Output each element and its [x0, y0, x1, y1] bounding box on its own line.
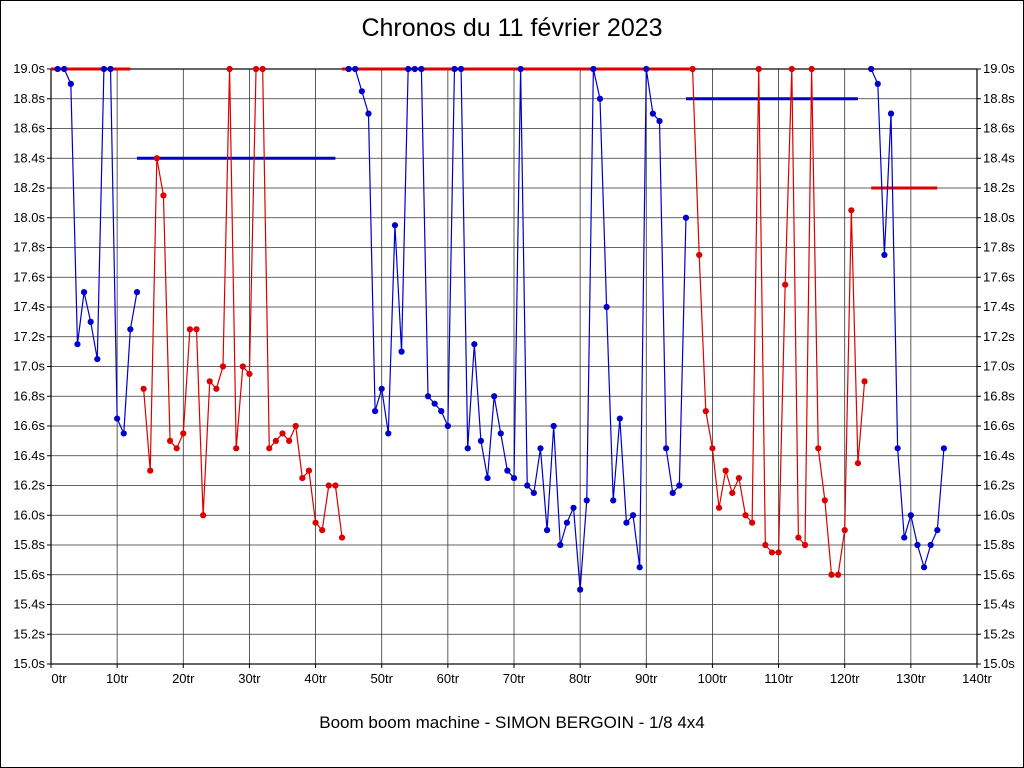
svg-text:16.0s: 16.0s	[983, 507, 1015, 522]
svg-text:100tr: 100tr	[698, 671, 728, 686]
svg-text:40tr: 40tr	[304, 671, 327, 686]
svg-text:20tr: 20tr	[172, 671, 195, 686]
svg-text:18.4s: 18.4s	[983, 150, 1015, 165]
svg-text:50tr: 50tr	[371, 671, 394, 686]
svg-text:18.0s: 18.0s	[13, 210, 45, 225]
svg-text:17.8s: 17.8s	[13, 240, 45, 255]
svg-text:17.4s: 17.4s	[13, 299, 45, 314]
page-title: Chronos du 11 février 2023	[361, 14, 663, 42]
svg-text:18.2s: 18.2s	[13, 180, 45, 195]
svg-text:17.6s: 17.6s	[13, 269, 45, 284]
svg-text:60tr: 60tr	[437, 671, 460, 686]
svg-text:15.4s: 15.4s	[13, 597, 45, 612]
lap-time-chart: 19.0s 19.0s 18.8s 18.8s 18.6s 18.6s 18.4s 18.4s…	[13, 61, 1015, 686]
svg-text:17.0s: 17.0s	[13, 359, 45, 374]
svg-text:16.2s: 16.2s	[983, 478, 1015, 493]
svg-text:15.4s: 15.4s	[983, 597, 1015, 612]
svg-text:15.6s: 15.6s	[13, 567, 45, 582]
svg-text:15.2s: 15.2s	[13, 626, 45, 641]
svg-text:16.4s: 16.4s	[13, 448, 45, 463]
svg-text:19.0s: 19.0s	[13, 61, 45, 76]
svg-text:15.0s: 15.0s	[983, 656, 1015, 671]
svg-text:15.2s: 15.2s	[983, 626, 1015, 641]
svg-text:18.8s: 18.8s	[983, 91, 1015, 106]
svg-text:17.8s: 17.8s	[983, 240, 1015, 255]
svg-text:17.4s: 17.4s	[983, 299, 1015, 314]
svg-text:16.8s: 16.8s	[13, 388, 45, 403]
svg-text:15.6s: 15.6s	[983, 567, 1015, 582]
svg-text:30tr: 30tr	[238, 671, 261, 686]
svg-text:18.2s: 18.2s	[983, 180, 1015, 195]
svg-text:16.0s: 16.0s	[13, 507, 45, 522]
svg-text:17.0s: 17.0s	[983, 359, 1015, 374]
svg-text:18.8s: 18.8s	[13, 91, 45, 106]
svg-text:19.0s: 19.0s	[983, 61, 1015, 76]
svg-text:140tr: 140tr	[962, 671, 992, 686]
svg-text:17.6s: 17.6s	[983, 269, 1015, 284]
svg-text:15.0s: 15.0s	[13, 656, 45, 671]
svg-text:120tr: 120tr	[830, 671, 860, 686]
svg-text:90tr: 90tr	[635, 671, 658, 686]
svg-text:10tr: 10tr	[106, 671, 129, 686]
footer-caption: Boom boom machine - SIMON BERGOIN - 1/8 …	[319, 713, 705, 732]
svg-text:18.4s: 18.4s	[13, 150, 45, 165]
svg-text:17.2s: 17.2s	[13, 329, 45, 344]
svg-text:18.6s: 18.6s	[983, 121, 1015, 136]
svg-text:15.8s: 15.8s	[13, 537, 45, 552]
svg-text:70tr: 70tr	[503, 671, 526, 686]
svg-text:18.0s: 18.0s	[983, 210, 1015, 225]
svg-text:110tr: 110tr	[764, 671, 793, 686]
svg-text:130tr: 130tr	[896, 671, 926, 686]
svg-text:17.2s: 17.2s	[983, 329, 1015, 344]
svg-text:16.8s: 16.8s	[983, 388, 1015, 403]
svg-text:18.6s: 18.6s	[13, 121, 45, 136]
svg-text:16.6s: 16.6s	[983, 418, 1015, 433]
svg-text:16.6s: 16.6s	[13, 418, 45, 433]
svg-text:16.4s: 16.4s	[983, 448, 1015, 463]
svg-text:16.2s: 16.2s	[13, 478, 45, 493]
svg-text:0tr: 0tr	[51, 671, 67, 686]
svg-text:80tr: 80tr	[569, 671, 592, 686]
svg-text:15.8s: 15.8s	[983, 537, 1015, 552]
